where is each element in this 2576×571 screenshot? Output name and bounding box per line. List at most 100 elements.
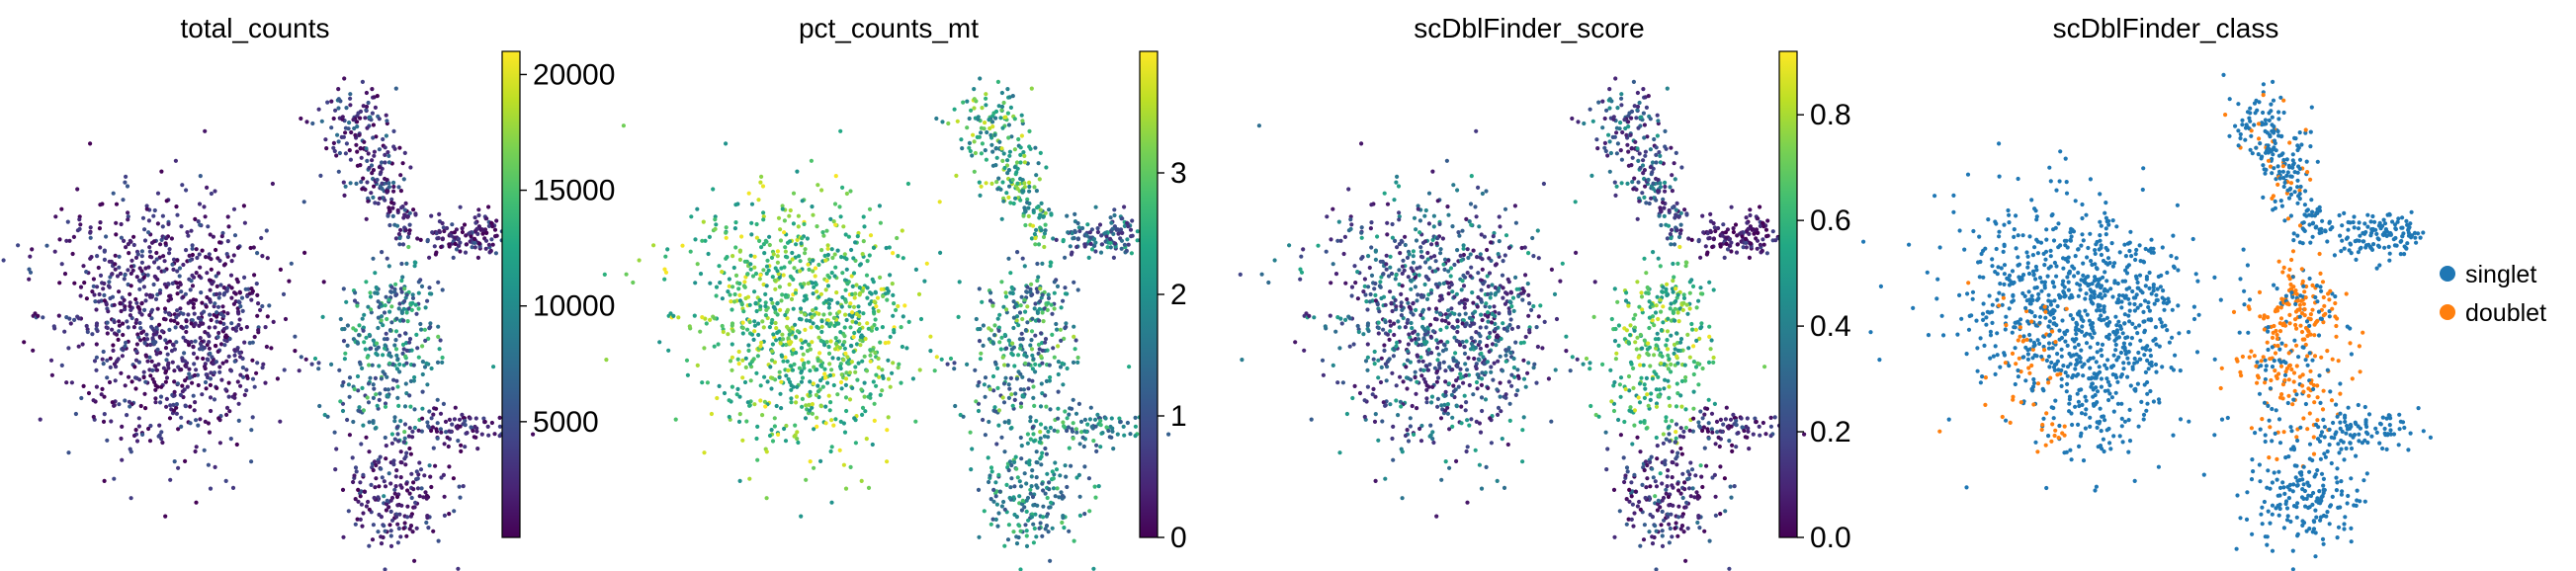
cell-point — [1040, 481, 1045, 486]
cell-point — [901, 256, 905, 261]
cell-point — [442, 442, 447, 447]
cell-point — [831, 423, 836, 428]
cell-point — [1022, 471, 1027, 476]
cell-point — [175, 321, 180, 326]
cell-point — [960, 146, 965, 151]
cell-point — [384, 331, 388, 336]
cell-point — [1133, 424, 1138, 429]
cell-point — [1256, 123, 1261, 128]
cell-point — [770, 317, 775, 323]
cell-point — [362, 139, 367, 144]
cell-point — [91, 277, 96, 282]
cell-point — [196, 382, 201, 388]
cell-point — [801, 363, 807, 367]
cell-point — [792, 434, 797, 439]
cell-point — [867, 301, 873, 306]
cell-point — [789, 400, 794, 405]
cell-point — [673, 417, 678, 422]
cell-point — [228, 273, 234, 278]
cell-point — [270, 181, 275, 187]
cell-point — [65, 219, 70, 224]
cell-point — [159, 169, 164, 174]
cell-point — [651, 243, 656, 248]
cell-point — [874, 372, 879, 377]
cell-point — [1430, 384, 1435, 389]
cell-point — [407, 222, 412, 227]
cell-point — [1429, 400, 1434, 405]
cell-point — [934, 355, 939, 360]
cell-point — [1344, 411, 1349, 417]
cell-point — [161, 366, 166, 370]
cell-point — [1018, 371, 1023, 376]
cell-point — [1033, 301, 1038, 306]
cell-point — [265, 314, 270, 319]
cell-point — [123, 344, 128, 349]
cell-point — [1024, 289, 1029, 294]
cell-point — [1109, 416, 1114, 421]
cell-point — [1082, 429, 1087, 434]
cell-point — [336, 87, 341, 92]
cell-point — [1017, 479, 1022, 484]
cell-point — [1065, 291, 1070, 296]
cell-point — [1376, 438, 1381, 443]
cell-point — [761, 210, 766, 215]
cell-point — [1009, 351, 1014, 356]
cell-point — [403, 331, 408, 336]
cell-point — [847, 397, 853, 402]
cell-point — [1030, 316, 1035, 321]
cell-point — [1405, 358, 1411, 363]
cell-point — [1476, 185, 1481, 190]
cell-point — [412, 558, 417, 563]
cell-point — [225, 239, 230, 244]
cell-point — [1503, 301, 1507, 306]
cell-point — [1607, 139, 1612, 144]
cell-point — [1018, 303, 1023, 308]
cell-point — [1086, 476, 1091, 481]
cell-point — [990, 124, 995, 129]
cell-point — [183, 338, 188, 343]
cell-point — [172, 393, 177, 398]
cell-point — [835, 392, 840, 397]
cell-point — [739, 234, 744, 239]
cell-point — [196, 219, 201, 224]
cell-point — [1422, 213, 1427, 218]
cell-point — [862, 224, 867, 229]
cell-point — [1438, 339, 1443, 344]
cell-point — [746, 348, 751, 353]
cell-point — [1098, 250, 1104, 255]
cell-point — [1074, 430, 1079, 435]
cell-point — [396, 306, 401, 311]
cell-point — [1113, 241, 1118, 246]
cell-point — [413, 302, 418, 307]
cell-point — [1040, 533, 1045, 538]
cell-point — [867, 253, 872, 258]
cell-point — [203, 214, 208, 219]
cell-point — [1384, 262, 1389, 267]
cell-point — [758, 398, 763, 403]
cell-point — [400, 351, 405, 356]
cell-point — [1112, 207, 1117, 212]
cell-point — [399, 310, 404, 315]
cell-point — [155, 384, 160, 389]
cell-point — [953, 403, 958, 409]
cell-point — [730, 384, 735, 389]
cell-point — [1366, 285, 1371, 289]
cell-point — [129, 496, 133, 501]
cell-point — [1384, 378, 1389, 383]
cell-point — [217, 369, 222, 374]
cell-point — [868, 233, 874, 238]
cell-point — [900, 344, 905, 350]
cell-point — [1501, 321, 1505, 326]
cell-point — [437, 347, 442, 352]
cell-point — [1030, 367, 1035, 371]
cell-point — [376, 325, 381, 331]
cell-point — [166, 366, 171, 370]
cell-point — [203, 128, 208, 133]
cell-point — [341, 379, 346, 385]
cell-point — [170, 262, 175, 267]
cell-point — [977, 180, 982, 185]
cell-point — [374, 476, 379, 481]
cell-point — [223, 478, 228, 483]
cell-point — [78, 285, 84, 289]
cell-point — [1399, 313, 1404, 318]
